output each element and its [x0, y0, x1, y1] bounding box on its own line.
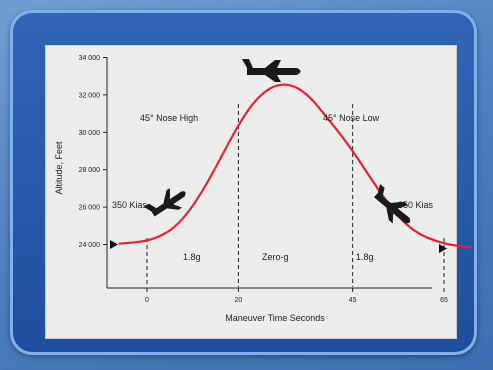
end-arrow-icon	[439, 244, 447, 253]
chart-panel	[45, 45, 457, 339]
start-arrow-icon	[110, 240, 118, 249]
kias-left-label: 350 Kias	[112, 200, 148, 210]
y-tick-label: 26 000	[79, 205, 101, 212]
phase-1-label: 1.8g	[183, 252, 201, 262]
x-tick-label: 0	[145, 297, 149, 304]
nose-low-label: 45° Nose Low	[323, 113, 380, 123]
y-axis-title: Altitude, Feet	[54, 141, 64, 195]
nose-high-label: 45° Nose High	[140, 113, 198, 123]
altitude-series-line	[118, 83, 473, 249]
x-axis-title: Maneuver Time Seconds	[225, 313, 325, 323]
y-tick-label: 32 000	[79, 92, 101, 99]
y-tick-label: 34 000	[79, 55, 101, 62]
x-tick-label: 20	[235, 297, 243, 304]
aircraft-dive-icon	[374, 184, 411, 224]
y-tick-label: 28 000	[79, 167, 101, 174]
x-tick-label: 45	[349, 297, 357, 304]
kias-right-label: 350 Kias	[398, 200, 434, 210]
aircraft-climb-icon	[143, 188, 186, 217]
x-tick-label: 65	[440, 297, 448, 304]
y-tick-label: 30 000	[79, 130, 101, 137]
phase-3-label: 1.8g	[356, 252, 374, 262]
aircraft-level-icon	[242, 59, 301, 82]
y-tick-label: 24 000	[79, 242, 101, 249]
phase-2-label: Zero-g	[262, 252, 289, 262]
